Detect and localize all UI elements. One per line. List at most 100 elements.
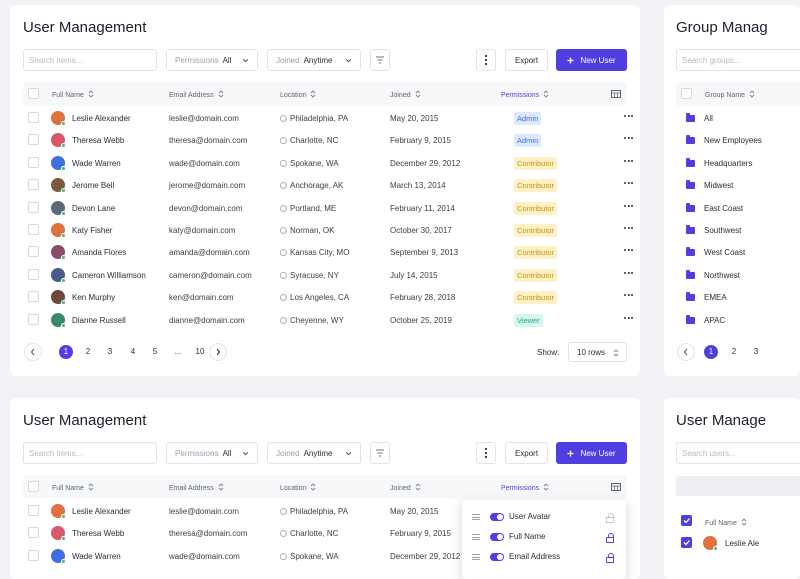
row-checkbox[interactable]	[28, 246, 39, 258]
table-row[interactable]: Ken Murphy ken@domain.com Los Angeles, C…	[23, 286, 633, 308]
filter-button[interactable]	[370, 49, 390, 71]
group-row[interactable]: East Coast	[676, 197, 800, 219]
row-checkbox[interactable]	[28, 313, 39, 325]
joined-filter[interactable]: Joined Anytime	[267, 49, 361, 71]
more-options-button[interactable]	[476, 442, 496, 464]
next-page-button[interactable]	[209, 343, 227, 361]
column-header-group-name[interactable]: Group Name	[705, 90, 755, 99]
row-checkbox[interactable]	[28, 291, 39, 303]
column-toggle-item[interactable]: Full Name	[462, 529, 626, 545]
page-number[interactable]: 3	[107, 347, 113, 356]
lock-icon[interactable]	[606, 513, 614, 523]
row-checkbox[interactable]	[28, 201, 39, 213]
row-actions-icon[interactable]	[624, 115, 633, 118]
column-header-full-name[interactable]: Full Name	[705, 518, 747, 527]
group-row[interactable]: Headquarters	[676, 152, 800, 174]
select-all-checkbox[interactable]	[28, 88, 39, 99]
column-header-location[interactable]: Location	[280, 483, 316, 492]
permissions-filter[interactable]: Permissions All	[166, 49, 258, 71]
filter-button[interactable]	[370, 442, 390, 464]
more-options-button[interactable]	[476, 49, 496, 71]
lock-icon[interactable]	[606, 553, 614, 563]
row-actions-icon[interactable]	[624, 271, 633, 275]
page-number[interactable]: 1	[59, 345, 73, 359]
toggle-switch[interactable]	[490, 533, 504, 541]
select-all-checkbox[interactable]	[28, 481, 39, 492]
columns-settings-icon[interactable]	[611, 90, 621, 98]
page-number[interactable]: 5	[152, 347, 158, 356]
row-checkbox[interactable]	[28, 134, 39, 146]
drag-handle-icon[interactable]	[472, 534, 480, 540]
column-toggle-item[interactable]: User Avatar	[462, 509, 626, 525]
column-header-location[interactable]: Location	[280, 90, 316, 99]
row-checkbox[interactable]	[28, 179, 39, 191]
export-button[interactable]: Export	[505, 49, 548, 71]
lock-icon[interactable]	[606, 533, 614, 543]
table-row[interactable]: Wade Warren wade@domain.com Spokane, WA …	[23, 152, 633, 174]
search-input[interactable]: Search items...	[23, 49, 157, 71]
columns-settings-icon[interactable]	[611, 483, 621, 491]
table-row[interactable]: Leslie Ale	[676, 532, 800, 554]
table-row[interactable]: Wade Warren wade@domain.com Spokane, WA …	[23, 545, 627, 567]
column-toggle-item[interactable]: Email Address	[462, 549, 626, 565]
row-checkbox[interactable]	[28, 156, 39, 168]
column-header-email[interactable]: Email Address	[169, 90, 224, 99]
table-row[interactable]: Leslie Alexander leslie@domain.com Phila…	[23, 500, 627, 522]
column-header-permissions[interactable]: Permissions	[501, 90, 549, 99]
table-row[interactable]: Devon Lane devon@domain.com Portland, ME…	[23, 197, 633, 219]
page-number[interactable]: 3	[753, 347, 759, 356]
permissions-filter[interactable]: Permissions All	[166, 442, 258, 464]
row-checkbox[interactable]	[28, 505, 39, 516]
row-actions-icon[interactable]	[624, 137, 633, 140]
toggle-switch[interactable]	[490, 513, 504, 521]
page-number[interactable]: 1	[704, 345, 718, 359]
column-header-joined[interactable]: Joined	[390, 90, 421, 99]
prev-page-button[interactable]	[677, 343, 695, 361]
search-input[interactable]: Search groups...	[676, 49, 800, 71]
row-actions-icon[interactable]	[624, 182, 633, 185]
table-row[interactable]: Theresa Webb theresa@domain.com Charlott…	[23, 522, 627, 544]
group-row[interactable]: APAC	[676, 309, 800, 331]
row-checkbox[interactable]	[28, 268, 39, 280]
joined-filter[interactable]: Joined Anytime	[267, 442, 361, 464]
page-number[interactable]: 10	[195, 347, 205, 356]
row-actions-icon[interactable]	[624, 249, 633, 252]
table-row[interactable]: Leslie Alexander leslie@domain.com Phila…	[23, 107, 633, 129]
group-row[interactable]: EMEA	[676, 286, 800, 308]
search-input[interactable]: Search items...	[23, 442, 157, 464]
search-input[interactable]: Search users...	[676, 442, 800, 464]
group-row[interactable]: Northwest	[676, 264, 800, 286]
prev-page-button[interactable]	[24, 343, 42, 361]
toggle-switch[interactable]	[490, 553, 504, 561]
new-user-button[interactable]: New User	[556, 49, 627, 71]
table-row[interactable]: Theresa Webb theresa@domain.com Charlott…	[23, 129, 633, 151]
row-checkbox[interactable]	[28, 527, 39, 539]
group-row[interactable]: New Employees	[676, 129, 800, 151]
row-actions-icon[interactable]	[624, 204, 633, 208]
export-button[interactable]: Export	[505, 442, 548, 464]
table-row[interactable]: Cameron Williamson cameron@domain.com Sy…	[23, 264, 633, 286]
select-all-checkbox[interactable]	[681, 88, 692, 99]
column-header-permissions[interactable]: Permissions	[501, 483, 549, 492]
new-user-button[interactable]: New User	[556, 442, 627, 464]
row-actions-icon[interactable]	[624, 227, 633, 230]
column-header-full-name[interactable]: Full Name	[52, 483, 94, 492]
page-number[interactable]: 4	[130, 347, 136, 356]
row-checkbox[interactable]	[28, 112, 39, 123]
row-actions-icon[interactable]	[624, 159, 633, 163]
select-all-checkbox[interactable]	[681, 515, 692, 526]
row-actions-icon[interactable]	[624, 316, 633, 320]
group-row[interactable]: Midwest	[676, 174, 800, 196]
row-actions-icon[interactable]	[624, 294, 633, 297]
page-number[interactable]: 2	[731, 347, 737, 356]
rows-per-page-select[interactable]: 10 rows	[568, 342, 627, 362]
page-number[interactable]: ...	[174, 347, 182, 356]
column-header-joined[interactable]: Joined	[390, 483, 421, 492]
group-row[interactable]: All	[676, 107, 800, 129]
table-row[interactable]: Jerome Bell jerome@domain.com Anchorage,…	[23, 174, 633, 196]
column-header-full-name[interactable]: Full Name	[52, 90, 94, 99]
group-row[interactable]: West Coast	[676, 241, 800, 263]
row-checkbox[interactable]	[28, 224, 39, 235]
drag-handle-icon[interactable]	[472, 554, 480, 560]
page-number[interactable]: 2	[85, 347, 91, 356]
